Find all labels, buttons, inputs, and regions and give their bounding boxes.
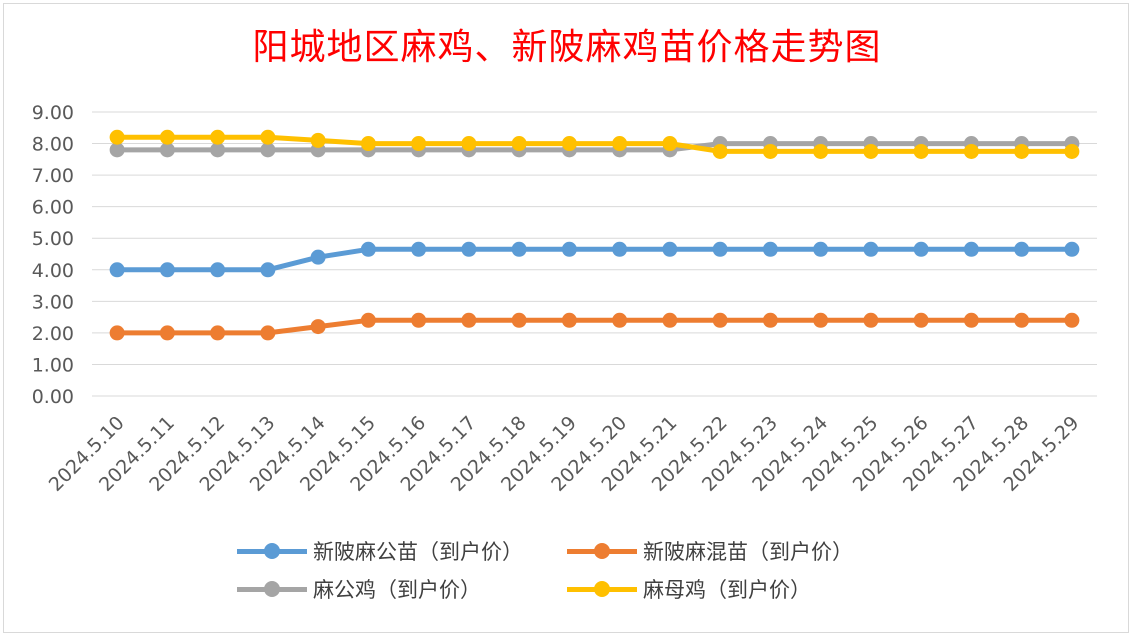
point-mixed-chick-8 [511,312,527,328]
point-male-chick-10 [612,241,628,257]
legend-swatch-rooster [237,578,307,600]
point-rooster-2 [210,142,226,158]
point-mixed-chick-16 [913,312,929,328]
series-line-mixed-chick [114,317,1075,336]
point-mixed-chick-11 [662,312,678,328]
y-tick-label-8: 8.00 [32,134,74,156]
point-male-chick-0 [109,262,125,278]
point-hen-16 [913,143,929,159]
legend-item-hen: 麻母鸡（到户价） [567,570,897,608]
legend-label-rooster: 麻公鸡（到户价） [313,578,481,602]
point-male-chick-9 [561,241,577,257]
series-line-hen [114,134,1075,154]
point-mixed-chick-5 [360,312,376,328]
legend-item-mixed-chick: 新陂麻混苗（到户价） [567,532,897,570]
legend-label-mixed-chick: 新陂麻混苗（到户价） [643,540,853,564]
point-mixed-chick-13 [762,312,778,328]
point-male-chick-4 [310,249,326,265]
y-tick-label-3: 3.00 [32,291,74,313]
point-hen-5 [360,136,376,152]
point-hen-4 [310,132,326,148]
point-mixed-chick-0 [109,325,125,341]
legend-item-rooster: 麻公鸡（到户价） [237,570,567,608]
point-rooster-0 [109,142,125,158]
point-mixed-chick-19 [1064,312,1080,328]
y-tick-label-2: 2.00 [32,323,74,345]
point-mixed-chick-1 [159,325,175,341]
point-hen-1 [159,129,175,145]
point-mixed-chick-14 [813,312,829,328]
point-male-chick-6 [411,241,427,257]
legend-label-hen: 麻母鸡（到户价） [643,578,811,602]
point-hen-17 [963,143,979,159]
point-hen-0 [109,129,125,145]
point-hen-18 [1014,143,1030,159]
legend-label-male-chick: 新陂麻公苗（到户价） [313,540,523,564]
point-mixed-chick-9 [561,312,577,328]
point-male-chick-19 [1064,241,1080,257]
point-hen-7 [461,136,477,152]
point-male-chick-15 [863,241,879,257]
series-line-rooster [114,141,1075,153]
point-male-chick-17 [963,241,979,257]
point-male-chick-14 [813,241,829,257]
point-hen-11 [662,136,678,152]
point-hen-6 [411,136,427,152]
y-tick-label-5: 5.00 [32,228,74,250]
point-hen-19 [1064,143,1080,159]
y-tick-label-1: 1.00 [32,354,74,376]
y-tick-label-9: 9.00 [32,102,74,124]
point-rooster-3 [260,142,276,158]
point-mixed-chick-18 [1014,312,1030,328]
y-tick-label-6: 6.00 [32,197,74,219]
point-mixed-chick-17 [963,312,979,328]
point-hen-8 [511,136,527,152]
legend-item-male-chick: 新陂麻公苗（到户价） [237,532,567,570]
point-hen-15 [863,143,879,159]
point-hen-3 [260,129,276,145]
point-male-chick-1 [159,262,175,278]
point-mixed-chick-6 [411,312,427,328]
point-male-chick-7 [461,241,477,257]
point-mixed-chick-4 [310,319,326,335]
point-male-chick-16 [913,241,929,257]
point-hen-9 [561,136,577,152]
point-rooster-1 [159,142,175,158]
legend-swatch-hen [567,578,637,600]
point-mixed-chick-10 [612,312,628,328]
point-mixed-chick-15 [863,312,879,328]
y-tick-label-4: 4.00 [32,260,74,282]
point-hen-10 [612,136,628,152]
legend-swatch-mixed-chick [567,540,637,562]
point-male-chick-5 [360,241,376,257]
legend: 新陂麻公苗（到户价） 新陂麻混苗（到户价） 麻公鸡（到户价） 麻母鸡（到户价） [0,532,1134,608]
point-male-chick-11 [662,241,678,257]
point-mixed-chick-2 [210,325,226,341]
y-tick-label-0: 0.00 [32,386,74,408]
point-hen-14 [813,143,829,159]
legend-row-1: 新陂麻公苗（到户价） 新陂麻混苗（到户价） [0,532,1134,570]
series-line-male-chick [114,246,1075,273]
chart-title: 阳城地区麻鸡、新陂麻鸡苗价格走势图 [252,27,882,68]
point-hen-2 [210,129,226,145]
legend-swatch-male-chick [237,540,307,562]
point-male-chick-12 [712,241,728,257]
legend-row-2: 麻公鸡（到户价） 麻母鸡（到户价） [0,570,1134,608]
point-male-chick-18 [1014,241,1030,257]
y-tick-label-7: 7.00 [32,165,74,187]
point-hen-12 [712,143,728,159]
point-mixed-chick-7 [461,312,477,328]
point-mixed-chick-12 [712,312,728,328]
point-male-chick-3 [260,262,276,278]
point-male-chick-2 [210,262,226,278]
point-male-chick-8 [511,241,527,257]
point-mixed-chick-3 [260,325,276,341]
point-male-chick-13 [762,241,778,257]
point-hen-13 [762,143,778,159]
